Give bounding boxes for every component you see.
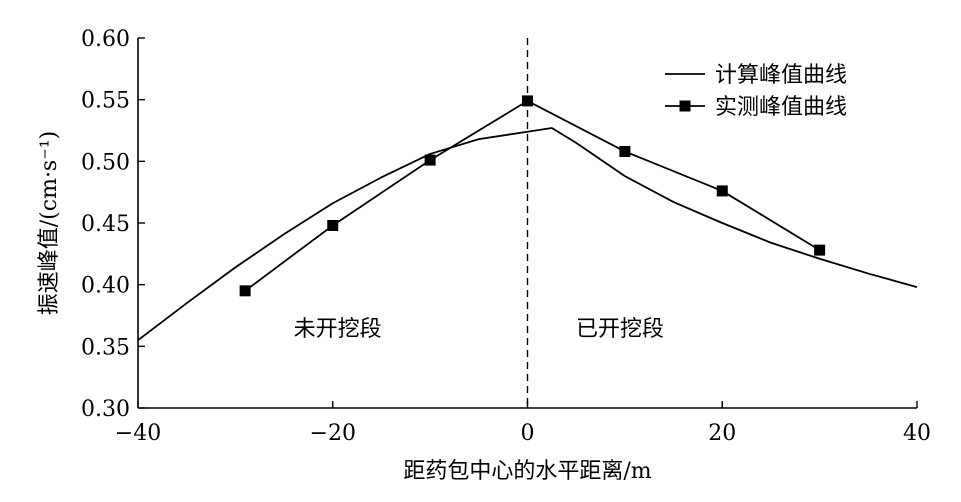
y-tick-label: 0.45 bbox=[81, 212, 130, 237]
y-tick-label: 0.30 bbox=[81, 397, 130, 422]
measured-point-marker bbox=[327, 219, 339, 231]
y-tick-label: 0.50 bbox=[81, 150, 130, 175]
measured-point-marker bbox=[619, 145, 631, 157]
y-tick-label: 0.35 bbox=[81, 335, 130, 360]
measured-point-marker bbox=[814, 244, 826, 256]
measured-point-marker bbox=[239, 285, 251, 297]
measured-point-marker bbox=[716, 185, 728, 197]
measured-peak-curve bbox=[244, 100, 821, 292]
y-tick-label: 0.55 bbox=[81, 89, 130, 114]
y-tick-label: 0.40 bbox=[81, 274, 130, 299]
x-axis-title: 距药包中心的水平距离/m bbox=[403, 459, 651, 484]
x-tick-label: −40 bbox=[115, 421, 161, 446]
measured-point-marker bbox=[522, 95, 533, 107]
region-label-excavated: 已开挖段 bbox=[576, 317, 664, 342]
ticks-layer: 0.30 0.35 0.40 0.45 0.50 0.55 0.60 −40 −20 0 20 40 bbox=[81, 27, 931, 446]
series-layer bbox=[137, 95, 918, 341]
legend-marker-measured bbox=[679, 100, 691, 112]
x-tick-label: −20 bbox=[310, 421, 356, 446]
y-tick-label: 0.60 bbox=[81, 27, 130, 52]
legend-label-calculated: 计算峰值曲线 bbox=[715, 63, 847, 88]
region-label-unexcavated: 未开挖段 bbox=[294, 317, 382, 342]
y-axis-title: 振速峰值/(cm·s⁻¹) bbox=[37, 131, 62, 315]
x-tick-label: 0 bbox=[521, 421, 535, 446]
legend-label-measured: 实测峰值曲线 bbox=[715, 95, 847, 120]
x-tick-label: 40 bbox=[903, 421, 931, 446]
measured-point-marker bbox=[424, 154, 436, 166]
calculated-peak-curve bbox=[137, 127, 918, 341]
x-tick-label: 20 bbox=[708, 421, 736, 446]
